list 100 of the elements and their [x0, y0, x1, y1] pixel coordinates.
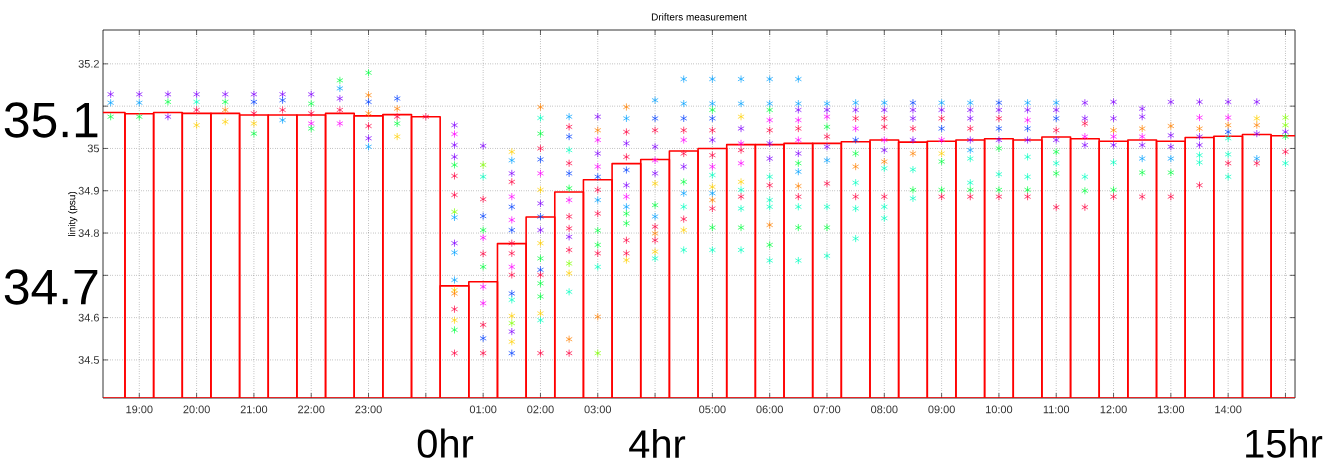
point	[1282, 121, 1289, 130]
point	[737, 246, 745, 254]
point	[794, 75, 802, 84]
point	[1138, 141, 1146, 149]
x-tick-label: 10:00	[986, 405, 1013, 414]
point	[737, 204, 745, 213]
point	[966, 114, 974, 123]
point	[565, 122, 573, 131]
text: 34.7	[4, 269, 98, 305]
point	[622, 236, 630, 245]
x-tick-label: 03:00	[584, 405, 612, 414]
point	[1224, 150, 1232, 159]
point	[852, 178, 860, 187]
point	[537, 292, 544, 301]
point	[1196, 132, 1203, 141]
point	[565, 224, 573, 233]
text: 4hr	[629, 428, 686, 458]
x-tick-label: 20:00	[183, 405, 210, 414]
point	[622, 152, 630, 161]
point	[594, 185, 602, 194]
point	[422, 112, 430, 121]
y-tick-label: 35	[87, 144, 100, 153]
x-tick-label: 09:00	[928, 405, 955, 414]
x-tick-label: 05:00	[699, 405, 726, 414]
point	[479, 320, 487, 329]
point	[1282, 113, 1289, 122]
point	[479, 349, 487, 358]
point	[1110, 141, 1117, 149]
point	[565, 159, 573, 168]
x-tick-label: 19:00	[126, 405, 153, 414]
x-tick-label: 07:00	[813, 405, 841, 414]
point	[537, 129, 544, 138]
text: 15hr	[1246, 428, 1323, 458]
x-tick-label: 23:00	[355, 405, 382, 414]
point	[966, 136, 974, 144]
point	[651, 236, 659, 245]
y-tick-label: 35.2	[78, 59, 99, 68]
y-tick-label: 34.9	[78, 186, 99, 195]
point	[852, 234, 860, 243]
point	[479, 195, 487, 204]
point	[1253, 129, 1261, 138]
point	[365, 109, 372, 118]
point	[479, 249, 487, 258]
x-tick-label: 14:00	[1215, 405, 1242, 414]
text: 0hr	[417, 428, 474, 458]
y-tick-label: 34.8	[78, 229, 99, 237]
x-tick-label: 11:00	[1043, 405, 1070, 414]
point	[766, 196, 774, 204]
point	[1110, 97, 1117, 106]
point	[622, 128, 630, 136]
point	[737, 185, 745, 194]
chart-title: Drifters measurement	[651, 13, 747, 21]
x-tick-label: 02:00	[527, 405, 554, 414]
point	[1081, 98, 1089, 107]
point	[594, 249, 602, 258]
point	[1196, 97, 1203, 106]
point	[1138, 112, 1146, 121]
point	[1224, 172, 1232, 181]
point	[1081, 114, 1089, 123]
point	[909, 114, 917, 123]
point	[909, 106, 917, 114]
point	[909, 136, 917, 144]
point	[1081, 141, 1089, 149]
point	[365, 91, 372, 100]
point	[1167, 97, 1175, 106]
point	[852, 204, 860, 213]
x-tick-label: 01:00	[469, 405, 497, 414]
point	[164, 112, 172, 121]
point	[565, 349, 573, 358]
point	[307, 124, 315, 133]
point	[565, 246, 573, 254]
point	[1196, 141, 1203, 149]
x-tick-label: 12:00	[1100, 405, 1127, 414]
point	[307, 99, 315, 108]
point	[766, 202, 774, 211]
point	[565, 212, 573, 221]
point	[336, 119, 344, 128]
point	[1167, 131, 1175, 140]
y-axis-title: linity (psu)	[68, 191, 78, 237]
point	[622, 249, 630, 258]
point	[164, 90, 172, 99]
point	[1110, 114, 1117, 123]
point	[651, 222, 659, 231]
text: 35.1	[4, 102, 98, 138]
point	[966, 106, 974, 114]
point	[766, 256, 774, 265]
point	[651, 126, 659, 135]
point	[1167, 142, 1175, 151]
point	[794, 167, 802, 176]
point	[794, 99, 802, 108]
x-tick-label: 13:00	[1157, 405, 1185, 414]
point	[1224, 134, 1232, 143]
point	[766, 172, 774, 181]
x-tick-label: 21:00	[240, 405, 268, 414]
y-tick-label: 34.5	[78, 356, 100, 364]
point	[1253, 97, 1261, 106]
x-tick-label: 08:00	[871, 405, 898, 414]
point	[1138, 104, 1146, 113]
x-tick-label: 22:00	[298, 405, 325, 414]
x-tick-label: 06:00	[756, 405, 783, 414]
